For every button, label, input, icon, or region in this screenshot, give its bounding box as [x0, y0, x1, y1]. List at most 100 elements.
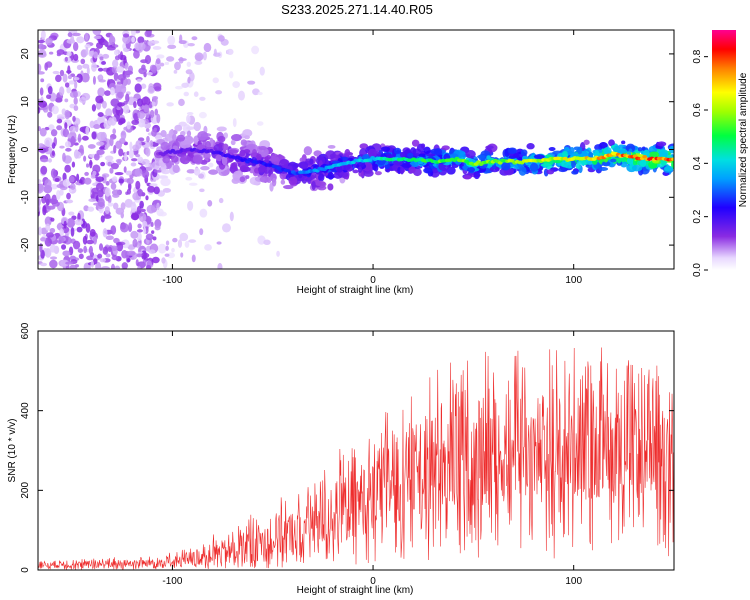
noise-blob	[64, 164, 71, 173]
spectral-blob	[242, 129, 253, 138]
noise-blob	[156, 202, 160, 211]
noise-blob	[87, 206, 95, 212]
noise-blob	[161, 257, 166, 264]
noise-blob	[56, 125, 63, 131]
noise-blob	[64, 56, 68, 62]
noise-blob	[126, 188, 132, 195]
spectral-blob	[217, 135, 226, 143]
noise-blob	[38, 107, 48, 111]
spectral-blob	[359, 143, 369, 150]
colorbar-tick-label: 0.0	[692, 263, 703, 277]
spectral-blob	[441, 145, 450, 151]
colorbar-tick-label: 0.2	[692, 209, 703, 223]
noise-blob	[105, 235, 114, 240]
spectral-blob	[603, 147, 612, 155]
noise-blob	[40, 165, 48, 175]
noise-blob	[147, 185, 156, 193]
noise-blob	[101, 61, 107, 65]
noise-blob	[56, 52, 61, 57]
noise-blob	[46, 94, 52, 100]
noise-blob	[136, 205, 142, 215]
spectral-blob	[408, 166, 416, 174]
noise-blob	[162, 188, 172, 193]
noise-blob	[97, 189, 104, 198]
noise-blob	[38, 143, 44, 147]
noise-blob	[93, 153, 100, 161]
noise-blob	[112, 59, 119, 68]
spectral-blob	[540, 163, 552, 167]
noise-blob	[139, 200, 144, 209]
spectral-blob	[392, 159, 403, 166]
spectrogram-x-label: Height of straight line (km)	[297, 285, 414, 296]
spectral-blob	[599, 142, 608, 149]
noise-blob	[181, 82, 189, 88]
noise-blob	[126, 257, 131, 263]
noise-blob	[44, 216, 52, 227]
noise-blob	[40, 158, 49, 163]
noise-blob	[105, 108, 113, 118]
noise-blob	[123, 166, 127, 173]
spectral-blob	[569, 152, 579, 157]
spectral-blob	[637, 147, 643, 152]
noise-blob	[116, 106, 121, 111]
snr-x-ticks: -100 0 100	[162, 331, 582, 587]
noise-blob	[117, 91, 124, 99]
spectral-blob	[601, 161, 611, 167]
noise-blob	[104, 146, 109, 150]
noise-blob	[138, 42, 146, 51]
noise-blob	[44, 237, 52, 247]
noise-blob	[151, 40, 160, 44]
spectral-blob	[380, 146, 391, 152]
noise-blob	[51, 183, 58, 190]
spectral-blob	[240, 139, 247, 146]
spectral-blob	[617, 149, 628, 154]
noise-blob	[187, 43, 195, 47]
noise-blob	[62, 152, 66, 163]
noise-blob	[138, 67, 148, 75]
spectral-blob	[272, 177, 277, 187]
spectral-blob	[446, 166, 456, 175]
noise-blob	[198, 111, 207, 119]
noise-blob	[48, 51, 54, 55]
noise-blob	[207, 200, 213, 207]
noise-blob	[153, 186, 160, 195]
spectral-blob	[239, 165, 249, 173]
noise-blob	[151, 65, 157, 74]
noise-blob	[130, 213, 140, 221]
noise-blob	[118, 148, 124, 157]
noise-blob	[47, 111, 53, 118]
noise-blob	[93, 124, 101, 130]
spectral-blob	[179, 155, 191, 165]
noise-blob	[59, 228, 64, 237]
noise-blob	[61, 244, 67, 250]
noise-blob	[130, 30, 137, 37]
noise-blob	[65, 147, 72, 152]
spectral-blob	[576, 160, 588, 165]
noise-blob	[89, 228, 96, 237]
noise-blob	[151, 230, 155, 234]
noise-blob	[145, 264, 152, 269]
spectral-blob	[172, 133, 177, 141]
noise-blob	[232, 117, 237, 128]
noise-blob	[136, 78, 142, 83]
noise-blob	[105, 253, 111, 258]
noise-blob	[91, 62, 97, 72]
noise-blob	[81, 135, 89, 141]
spectral-blob	[385, 153, 394, 159]
spectral-blob	[160, 130, 167, 138]
spectral-blob	[374, 171, 382, 176]
x-tick-label: -100	[162, 576, 182, 587]
spectral-blob	[230, 139, 236, 146]
noise-blob	[112, 128, 117, 135]
noise-blob	[156, 208, 164, 217]
noise-blob	[193, 91, 199, 98]
noise-blob	[124, 151, 128, 162]
spectral-blob	[526, 143, 535, 150]
noise-blob	[128, 149, 134, 159]
spectral-blob	[327, 144, 336, 149]
noise-blob	[85, 125, 90, 136]
x-tick-label: 0	[370, 576, 376, 587]
noise-blob	[67, 32, 73, 38]
spectral-blob	[256, 153, 262, 161]
noise-blob	[39, 242, 43, 253]
